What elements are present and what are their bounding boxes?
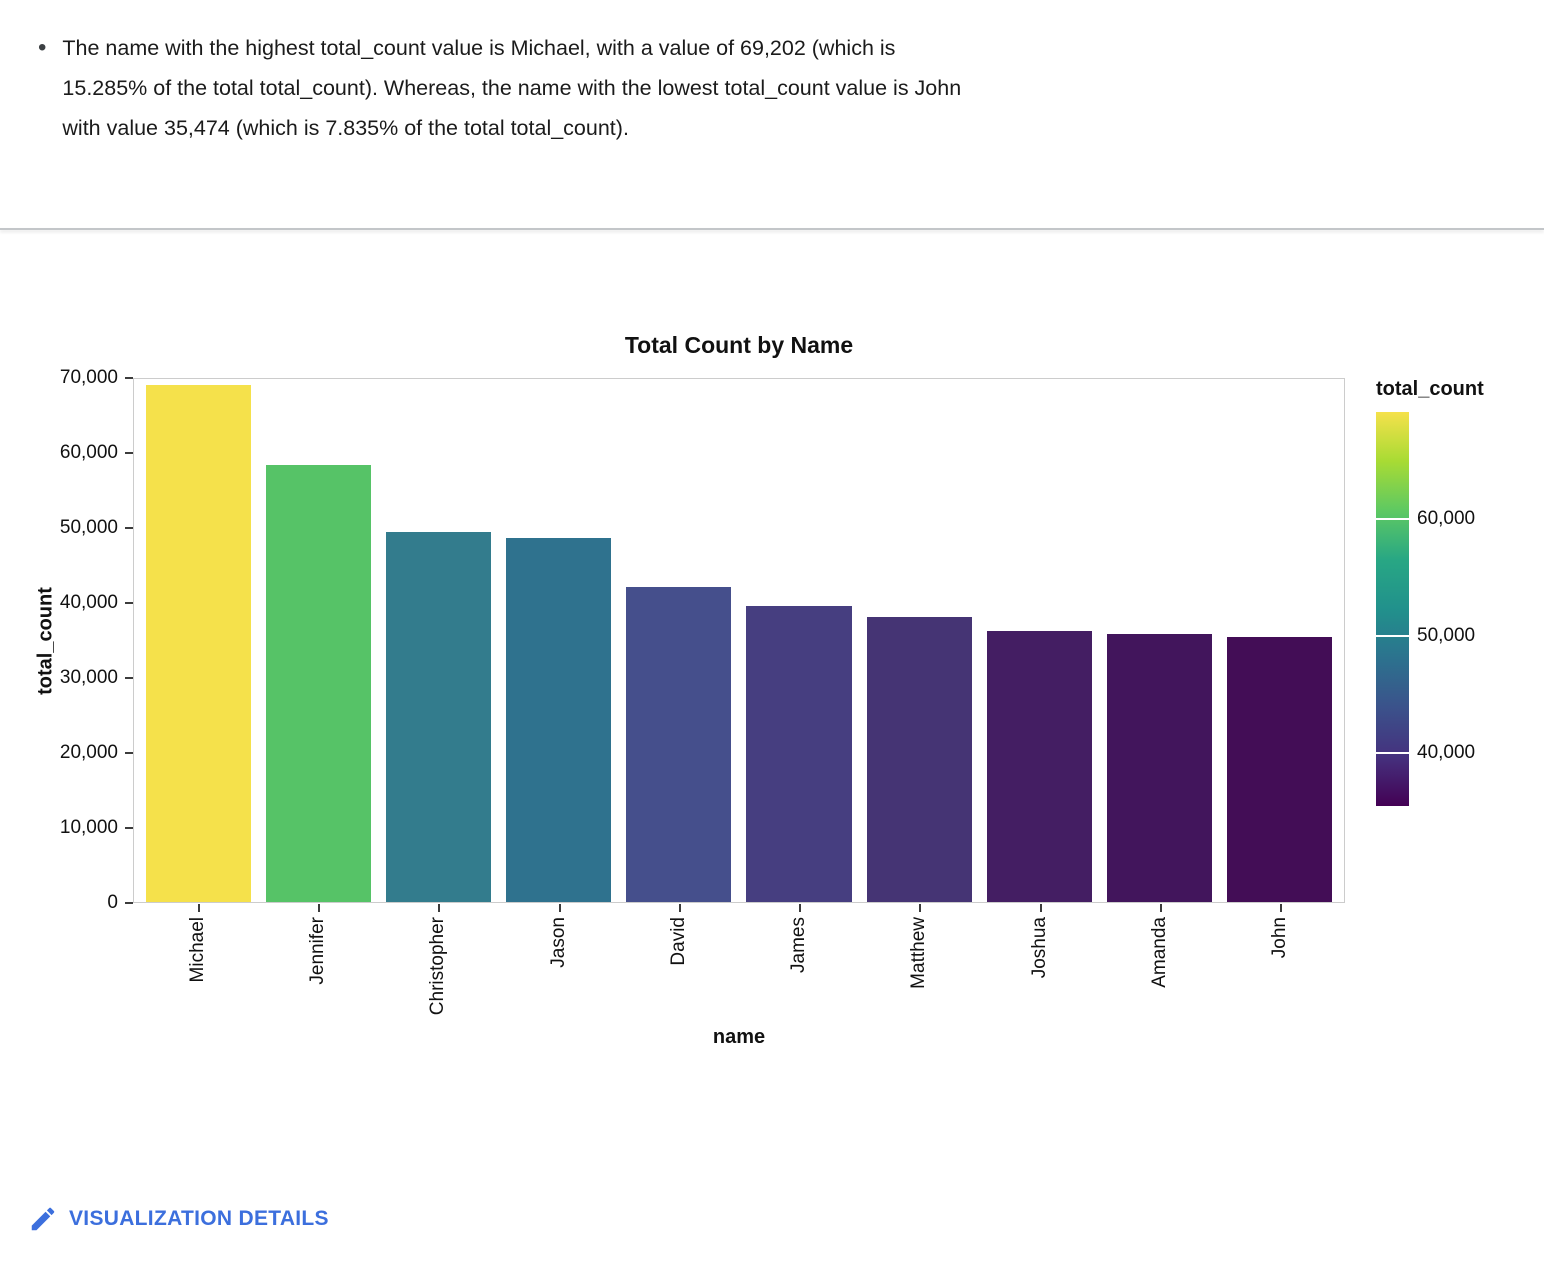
y-axis-tick-label: 30,000 — [59, 667, 118, 688]
x-axis-tick — [678, 904, 681, 912]
x-axis-tick — [1160, 904, 1163, 912]
y-axis-tick — [125, 527, 133, 529]
x-label-cell: James — [746, 904, 851, 1044]
bar-jason[interactable] — [506, 538, 612, 902]
bar-joshua[interactable] — [986, 630, 1092, 902]
bar-christopher[interactable] — [386, 532, 492, 902]
x-label-cell: Michael — [145, 904, 250, 1044]
bar-column — [266, 379, 372, 902]
plot-area — [133, 378, 1345, 903]
y-axis-tick-label: 40,000 — [59, 592, 118, 613]
bars — [134, 379, 1344, 902]
y-axis-tick-label: 70,000 — [59, 367, 118, 388]
bar-column — [866, 379, 972, 902]
bar-michael[interactable] — [146, 384, 252, 902]
x-axis-tick — [919, 904, 922, 912]
legend-tick-mark — [1376, 635, 1409, 638]
x-axis-label: Christopher — [427, 917, 449, 1016]
x-axis-tick — [438, 904, 441, 912]
x-axis-label: Jennifer — [306, 917, 328, 985]
bar-column — [1106, 379, 1212, 902]
y-axis-tick-label: 50,000 — [59, 517, 118, 538]
y-axis-tick-label: 10,000 — [59, 817, 118, 838]
bar-column — [1226, 379, 1332, 902]
legend-ticks: 60,000 50,000 40,000 — [1417, 412, 1507, 806]
bar-column — [746, 379, 852, 902]
legend-tick-mark — [1376, 518, 1409, 521]
x-axis-tick — [1280, 904, 1283, 912]
x-axis-label: James — [788, 917, 810, 973]
legend-tick-label: 50,000 — [1417, 625, 1476, 647]
pencil-edit-icon — [31, 1207, 55, 1231]
y-axis-tick-label: 60,000 — [59, 442, 118, 463]
x-axis-tick — [317, 904, 320, 912]
bar-david[interactable] — [626, 587, 732, 902]
x-axis-label: Michael — [186, 917, 208, 983]
bar-column — [626, 379, 732, 902]
x-axis-label: Amanda — [1149, 917, 1171, 988]
y-axis-tick-label: 20,000 — [59, 742, 118, 763]
bar-john[interactable] — [1226, 636, 1332, 902]
y-axis-tick-label: 0 — [107, 892, 118, 913]
x-label-cell: David — [626, 904, 731, 1044]
insight-list-item: • The name with the highest total_count … — [38, 28, 984, 148]
x-axis-tick — [799, 904, 802, 912]
y-axis-tick — [125, 827, 133, 829]
legend-tick-mark — [1376, 752, 1409, 755]
x-label-cell: Matthew — [867, 904, 972, 1044]
x-axis-label: John — [1269, 917, 1291, 959]
y-axis-tick — [125, 752, 133, 754]
x-axis-label: Jason — [547, 917, 569, 968]
x-label-cell: Jennifer — [265, 904, 370, 1044]
x-label-cell: Amanda — [1107, 904, 1212, 1044]
x-axis-label: Joshua — [1028, 917, 1050, 979]
bar-james[interactable] — [746, 606, 852, 902]
legend-tick-label: 40,000 — [1417, 742, 1476, 764]
y-axis: 0 10,000 20,000 30,000 40,000 50,000 60,000 70,… — [0, 367, 133, 913]
x-axis-title: name — [712, 1026, 766, 1048]
x-axis-label: Matthew — [908, 917, 930, 989]
bar-column — [986, 379, 1092, 902]
x-axis-label: David — [667, 917, 689, 966]
legend-gradient — [1376, 412, 1409, 806]
bar-column — [146, 379, 252, 902]
x-label-cell: Jason — [506, 904, 611, 1044]
y-axis-title: total_count — [34, 587, 57, 695]
y-axis-tick — [125, 452, 133, 454]
x-label-cell: Christopher — [386, 904, 491, 1044]
visualization-details-link[interactable]: VISUALIZATION DETAILS — [28, 1204, 329, 1234]
bar-matthew[interactable] — [866, 617, 972, 902]
y-axis-tick — [125, 377, 133, 379]
x-axis-labels: Michael Jennifer Christopher Jason David Jame… — [133, 904, 1345, 1044]
bar-column — [386, 379, 492, 902]
legend-title: total_count — [1376, 378, 1484, 400]
y-axis-tick — [125, 902, 133, 904]
chart-title: Total Count by Name — [624, 332, 854, 358]
visualization-details-label: VISUALIZATION DETAILS — [69, 1207, 329, 1230]
insight-text: The name with the highest total_count va… — [62, 36, 962, 140]
section-divider — [0, 228, 1544, 230]
x-label-cell: John — [1228, 904, 1333, 1044]
y-axis-tick — [125, 602, 133, 604]
y-axis-tick — [125, 677, 133, 679]
legend-tick-label: 60,000 — [1417, 508, 1476, 530]
x-axis-tick — [197, 904, 200, 912]
x-axis-tick — [1039, 904, 1042, 912]
bar-amanda[interactable] — [1106, 633, 1212, 902]
bar-column — [506, 379, 612, 902]
bullet-icon: • — [38, 34, 47, 61]
bar-jennifer[interactable] — [266, 464, 372, 902]
x-axis-tick — [558, 904, 561, 912]
x-label-cell: Joshua — [987, 904, 1092, 1044]
